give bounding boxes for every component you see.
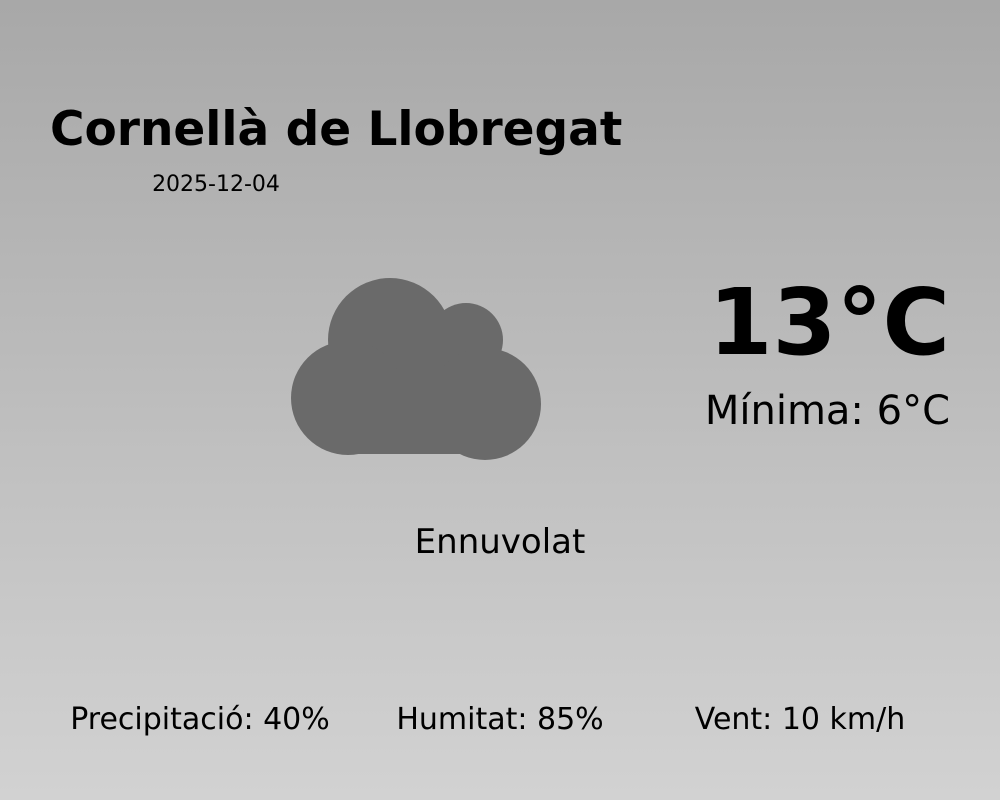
location-title: Cornellà de Llobregat — [50, 102, 623, 157]
humidity-stat: Humitat: 85% — [396, 702, 604, 737]
date-label: 2025-12-04 — [152, 172, 280, 197]
precipitation-stat: Precipitació: 40% — [70, 702, 330, 737]
current-temperature: 13°C — [708, 269, 950, 376]
minimum-temperature: Mínima: 6°C — [704, 388, 950, 434]
wind-stat: Vent: 10 km/h — [694, 702, 906, 737]
condition-label: Ennuvolat — [414, 522, 586, 562]
cloud-icon — [291, 278, 541, 460]
